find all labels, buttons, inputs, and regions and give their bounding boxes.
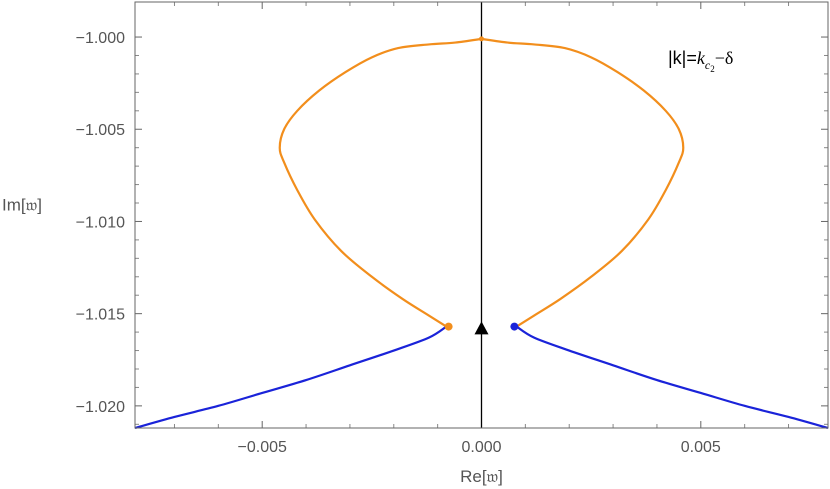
- data-point-2: [510, 322, 519, 331]
- annotation-k: k: [697, 48, 706, 68]
- series-line-3: [134, 325, 448, 430]
- y-tick-label: −1.015: [76, 307, 125, 324]
- annotation-sub-2: 2: [710, 64, 715, 74]
- markers-layer: [444, 36, 519, 335]
- y-tick-label: −1.000: [76, 30, 125, 47]
- curves-layer: [134, 2, 829, 430]
- x-tick-label: 0.005: [681, 439, 721, 456]
- data-point-1: [444, 322, 453, 331]
- chart-annotation: |k|=kc2−δ: [668, 48, 733, 74]
- ticks-layer: −0.005 0.000 0.005 −1.000 −1.005 −1.010 −1.015…: [76, 2, 828, 456]
- annotation-suffix: −δ: [715, 48, 734, 68]
- y-tick-label: −1.005: [76, 122, 125, 139]
- triangle-point: [474, 321, 489, 335]
- x-tick-label: −0.005: [238, 439, 287, 456]
- x-tick-label: 0.000: [461, 439, 501, 456]
- data-point-3: [479, 36, 484, 42]
- y-tick-label: −1.020: [76, 399, 125, 416]
- series-line-2: [481, 37, 685, 328]
- annotation-sub-c: c: [705, 58, 711, 72]
- plot-frame: [134, 1, 829, 429]
- y-tick-label: −1.010: [76, 214, 125, 231]
- series-line-1: [278, 37, 482, 328]
- series-line-4: [515, 325, 829, 430]
- annotation-prefix: |k|=: [668, 48, 697, 68]
- y-axis-label: Im[𝔴]: [2, 195, 42, 214]
- x-axis-label: Re[𝔴]: [460, 467, 503, 486]
